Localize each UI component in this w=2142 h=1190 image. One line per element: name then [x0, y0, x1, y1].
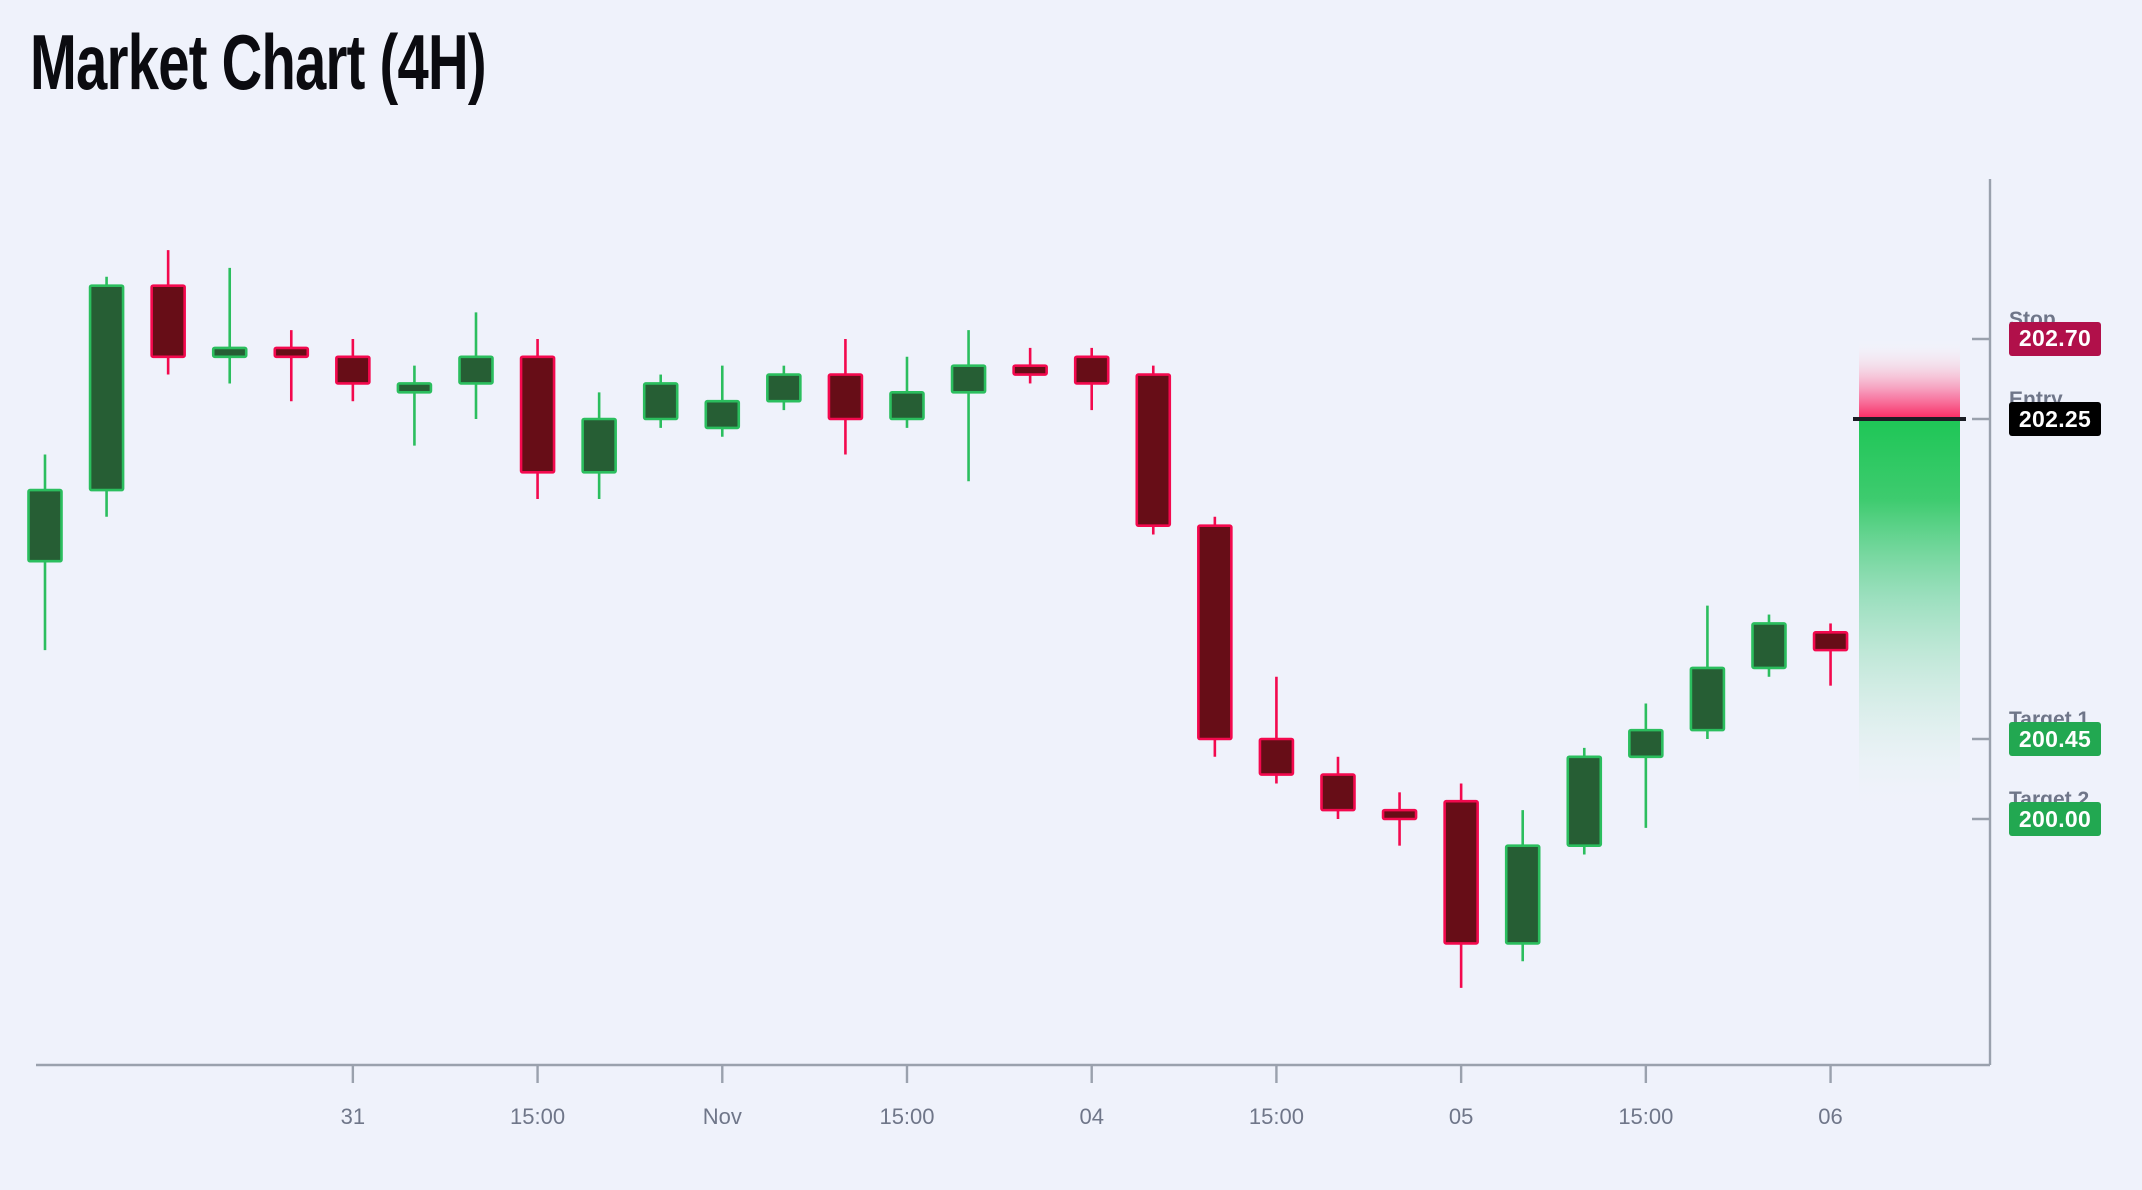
candle-body: [704, 399, 741, 430]
candle-bullish: [1628, 703, 1664, 828]
candle-bullish: [88, 276, 125, 517]
candle-bearish: [1381, 792, 1418, 846]
level-badge-target-2: 200.00: [2009, 802, 2101, 836]
candle-bullish: [889, 356, 925, 428]
candle-body: [150, 284, 186, 359]
candle-bearish: [1073, 347, 1110, 411]
candle-body: [1073, 355, 1110, 385]
candle-bullish: [581, 392, 617, 500]
x-tick-label: 31: [340, 1104, 366, 1129]
candle-bullish: [396, 365, 433, 446]
candle-bullish: [458, 312, 494, 419]
level-badge-stop: 202.70: [2009, 321, 2101, 356]
candle-body: [335, 355, 371, 385]
x-tick-label: 15:00: [1248, 1104, 1304, 1129]
x-tick-label: Nov: [702, 1104, 742, 1129]
candle-body: [827, 373, 864, 421]
candles-group: [27, 250, 1849, 988]
candle-bearish: [827, 338, 864, 455]
candle-body: [88, 284, 125, 492]
candle-body: [642, 382, 679, 421]
candle-bullish: [704, 365, 741, 437]
candle-body: [889, 391, 925, 421]
candle-bearish: [273, 330, 310, 402]
candle-body: [1566, 755, 1603, 847]
candle-bullish: [642, 374, 679, 428]
level-badge-entry: 202.25: [2009, 402, 2101, 436]
candle-bearish: [1812, 623, 1849, 686]
x-tick-label: 15:00: [510, 1104, 566, 1129]
candle-bearish: [1443, 783, 1479, 988]
x-tick-label: 06: [1818, 1104, 1843, 1129]
candle-body: [27, 488, 63, 563]
x-tick-label: 04: [1079, 1104, 1104, 1129]
candle-body: [1197, 524, 1233, 741]
candle-bullish: [766, 365, 802, 411]
candle-bearish: [1320, 756, 1356, 820]
candle-bullish: [27, 454, 63, 651]
axes-group: [36, 179, 1992, 1083]
candle-bullish: [1504, 810, 1541, 962]
candle-bearish: [335, 338, 371, 402]
candle-bearish: [1258, 676, 1295, 784]
x-tick-label: 05: [1448, 1104, 1474, 1129]
candle-bearish: [1135, 365, 1172, 535]
candle-body: [1504, 844, 1541, 945]
candle-body: [396, 382, 433, 394]
candle-body: [519, 355, 556, 474]
level-badge-target-1: 200.45: [2009, 722, 2101, 756]
candle-bullish: [1566, 747, 1603, 855]
candle-bearish: [1012, 347, 1048, 384]
candle-bearish: [1197, 516, 1233, 757]
candle-body: [1135, 373, 1172, 527]
candle-body: [1812, 631, 1849, 652]
candle-body: [950, 364, 987, 394]
candle-body: [211, 346, 248, 359]
risk-zone-gradient: [1859, 338, 1960, 419]
x-tick-label: 15:00: [879, 1104, 935, 1129]
candle-bullish: [1689, 605, 1726, 740]
x-tick-label: 15:00: [1618, 1104, 1674, 1129]
candle-body: [581, 417, 617, 474]
candle-bullish: [950, 330, 987, 482]
candle-bullish: [1751, 614, 1787, 677]
candle-body: [1258, 737, 1295, 776]
candle-body: [1443, 799, 1479, 945]
candle-body: [1012, 364, 1048, 376]
entry-price-line: [1853, 417, 1966, 421]
candle-body: [458, 355, 494, 385]
candle-bearish: [150, 250, 186, 375]
candle-bearish: [519, 338, 556, 500]
candle-body: [1628, 728, 1664, 759]
candle-body: [273, 346, 310, 359]
candle-body: [1689, 666, 1726, 732]
risk-reward-zone: [1853, 338, 1966, 820]
page-title: Market Chart (4H): [30, 18, 487, 106]
candle-body: [1320, 773, 1356, 812]
candle-body: [1381, 808, 1418, 821]
candle-body: [1751, 622, 1787, 670]
candle-bullish: [211, 267, 248, 384]
candle-body: [766, 373, 802, 403]
reward-zone-gradient: [1859, 419, 1960, 820]
